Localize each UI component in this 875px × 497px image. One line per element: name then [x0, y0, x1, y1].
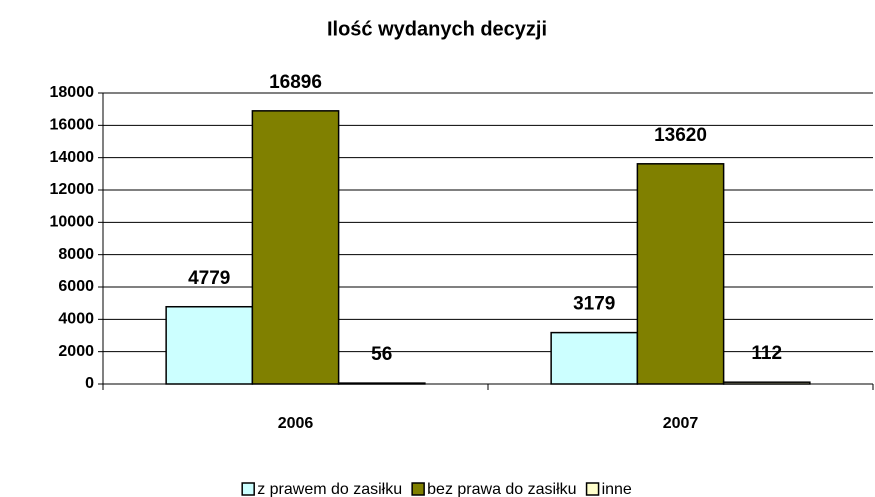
bar — [722, 381, 811, 385]
y-tick-label: 6000 — [58, 278, 94, 295]
data-label: 56 — [371, 344, 392, 365]
y-tick-label: 14000 — [50, 149, 95, 166]
y-tick-label: 8000 — [58, 246, 94, 263]
y-tick-label: 10000 — [50, 214, 95, 231]
legend-label: bez prawa do zasiłku — [427, 481, 576, 497]
y-tick-label: 12000 — [50, 181, 95, 198]
data-label: 112 — [751, 343, 782, 364]
bar — [337, 382, 426, 385]
y-tick-label: 4000 — [58, 311, 94, 328]
data-label: 4779 — [188, 268, 230, 289]
y-tick-label: 16000 — [50, 117, 95, 134]
bar — [165, 305, 254, 385]
legend-swatch — [241, 482, 255, 496]
y-tick-label: 0 — [85, 375, 94, 392]
x-tick-label: 2007 — [663, 415, 699, 432]
y-tick-label: 18000 — [50, 84, 95, 101]
legend-label: z prawem do zasiłku — [257, 481, 402, 497]
legend: z prawem do zasiłku bez prawa do zasiłku i… — [241, 481, 632, 497]
legend-swatch — [411, 482, 425, 496]
data-label: 16896 — [269, 72, 322, 93]
chart-title: Ilość wydanych decyzji — [327, 18, 547, 40]
bar — [636, 163, 725, 385]
data-label: 3179 — [573, 294, 615, 315]
legend-swatch — [585, 482, 600, 496]
legend-label: inne — [602, 481, 632, 497]
y-tick-label: 2000 — [58, 343, 94, 360]
data-label: 13620 — [654, 125, 707, 146]
x-tick-label: 2006 — [278, 415, 314, 432]
bar — [550, 331, 639, 385]
bar — [251, 110, 340, 385]
